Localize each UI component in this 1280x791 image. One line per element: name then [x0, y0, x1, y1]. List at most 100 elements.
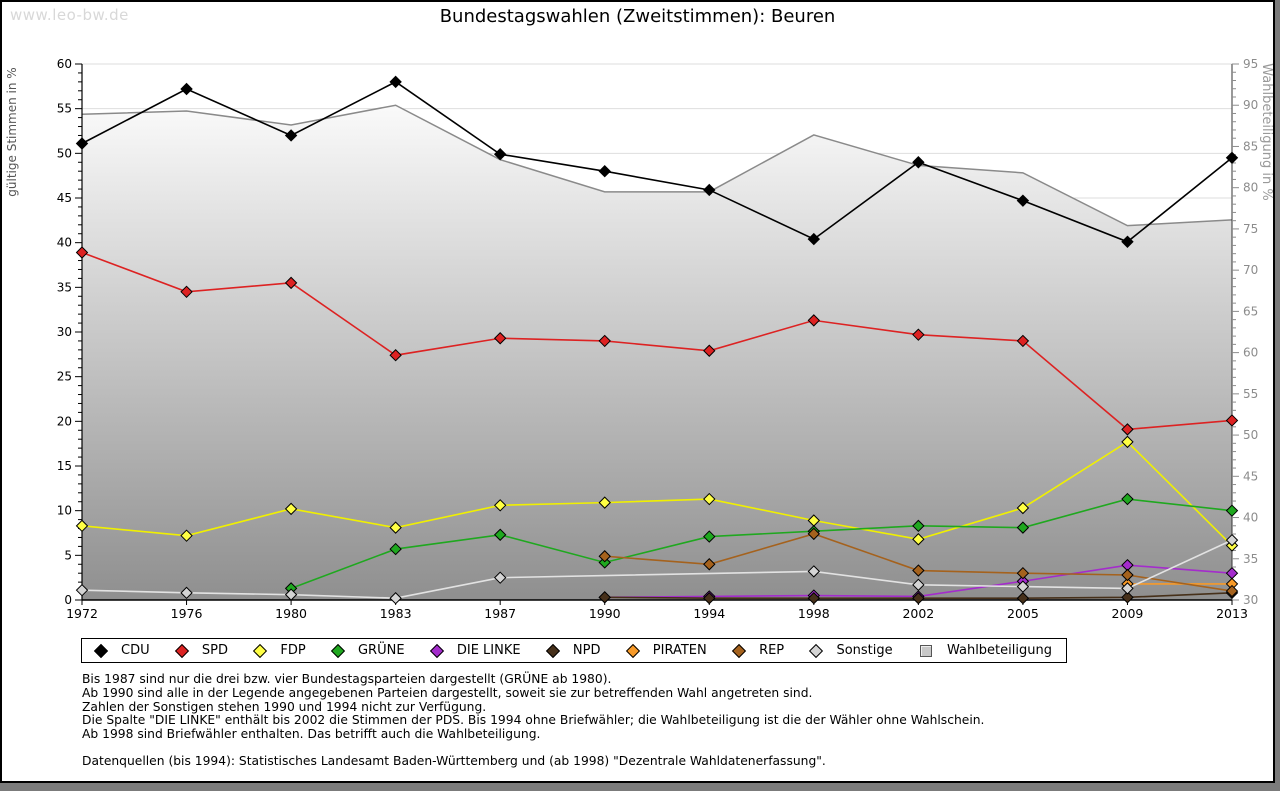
marker-npd-2009 [1121, 591, 1134, 604]
svg-text:2005: 2005 [1007, 606, 1039, 621]
marker-grüne-2005 [1016, 521, 1030, 534]
marker-npd-1994 [703, 592, 716, 605]
svg-text:50: 50 [57, 146, 72, 160]
footnotes: Bis 1987 sind nur die drei bzw. vier Bun… [82, 672, 1182, 769]
marker-fdp-2005 [1016, 501, 1030, 515]
legend-item-grüne: GRÜNE [330, 643, 405, 658]
marker-cdu-2005 [1016, 194, 1030, 207]
footnote-line-4: Die Spalte "DIE LINKE" enthält bis 2002 … [82, 713, 985, 728]
marker-rep-1994 [703, 558, 716, 571]
marker-cdu-1998 [807, 232, 821, 246]
marker-grüne-1983 [389, 542, 402, 556]
legend-item-cdu: CDU [93, 643, 150, 658]
marker-spd-2005 [1016, 334, 1030, 348]
legend-label: REP [759, 643, 785, 658]
series-line-cdu [81, 80, 1233, 243]
svg-text:1972: 1972 [66, 606, 98, 621]
marker-fdp-1976 [180, 529, 193, 542]
svg-text:25: 25 [57, 370, 72, 384]
marker-grüne-2013 [1225, 504, 1239, 517]
sonstige-diamond-icon [809, 643, 824, 658]
marker-sonstige-1983 [389, 592, 402, 605]
page-title: Bundestagswahlen (Zweitstimmen): Beuren [439, 6, 836, 27]
marker-cdu-2002 [912, 156, 925, 169]
svg-text:40: 40 [57, 236, 72, 250]
svg-text:75: 75 [1243, 222, 1258, 236]
series-line-fdp [81, 440, 1233, 547]
marker-fdp-1987 [493, 499, 507, 512]
legend-label: GRÜNE [357, 643, 405, 658]
marker-cdu-2013 [1225, 151, 1239, 165]
marker-spd-1976 [180, 285, 193, 299]
marker-sonstige-1972 [75, 583, 89, 597]
marker-rep-2005 [1016, 566, 1030, 580]
svg-text:1990: 1990 [589, 606, 621, 621]
turnout-line [81, 104, 1233, 227]
svg-text:1987: 1987 [484, 606, 516, 621]
marker-sonstige-2002 [912, 578, 925, 592]
marker-sonstige-2005 [1016, 580, 1030, 593]
marker-rep-2013 [1225, 584, 1239, 598]
series-line-grüne [290, 498, 1233, 590]
marker-npd-1990 [598, 591, 611, 604]
svg-text:90: 90 [1243, 98, 1258, 112]
legend-item-rep: REP [731, 643, 785, 658]
legend-item-fdp: FDP [253, 643, 306, 658]
svg-text:1980: 1980 [275, 606, 307, 621]
marker-grüne-1994 [703, 530, 716, 543]
series-line-sonstige [81, 539, 1233, 600]
legend-item-sonstige: Sonstige [809, 643, 893, 658]
legend-label: Wahlbeteiligung [946, 643, 1052, 658]
watermark: www.leo-bw.de [10, 6, 129, 24]
marker-grüne-2009 [1121, 492, 1134, 506]
svg-text:95: 95 [1243, 57, 1258, 71]
marker-fdp-1983 [389, 521, 402, 534]
svg-text:35: 35 [1243, 552, 1258, 566]
footnote-line-5: Ab 1998 sind Briefwähler enthalten. Das … [82, 727, 541, 742]
marker-spd-1998 [807, 314, 821, 327]
marker-sonstige-1976 [180, 586, 193, 600]
marker-grüne-2002 [912, 519, 925, 533]
marker-fdp-1990 [598, 496, 611, 509]
data-source-note: Datenquellen (bis 1994): Statistisches L… [82, 753, 826, 768]
legend-item-wahlbeteiligung: Wahlbeteiligung [919, 643, 1052, 658]
marker-rep-1998 [807, 527, 821, 541]
svg-text:1983: 1983 [380, 606, 412, 621]
svg-text:85: 85 [1243, 139, 1258, 153]
marker-sonstige-1980 [284, 588, 298, 601]
svg-text:60: 60 [1243, 346, 1258, 360]
marker-grüne-1990 [598, 556, 611, 569]
marker-npd-2005 [1016, 592, 1030, 605]
marker-cdu-1972 [75, 137, 89, 150]
marker-cdu-1994 [703, 183, 716, 197]
marker-fdp-1972 [75, 519, 89, 533]
marker-fdp-2002 [912, 533, 925, 546]
marker-cdu-1983 [389, 75, 402, 89]
chart-legend: CDU SPD FDP GRÜNE DIE LINKE NPD PIRATEN REP Sons… [81, 638, 1067, 663]
y-left-axis-label: gültige Stimmen in % [5, 67, 19, 196]
marker-spd-1994 [703, 344, 716, 357]
marker-spd-1972 [75, 246, 89, 259]
series-line-spd [81, 251, 1233, 431]
legend-label: CDU [121, 643, 150, 658]
svg-text:5: 5 [64, 548, 72, 562]
svg-text:30: 30 [57, 325, 72, 339]
svg-text:30: 30 [1243, 593, 1258, 607]
marker-grüne-1987 [493, 528, 507, 541]
marker-cdu-1990 [598, 164, 611, 178]
marker-npd-1998 [807, 592, 821, 605]
svg-text:20: 20 [57, 414, 72, 428]
fdp-diamond-icon [253, 643, 268, 658]
marker-spd-2013 [1225, 414, 1239, 427]
legend-item-piraten: PIRATEN [625, 643, 707, 658]
svg-text:45: 45 [1243, 469, 1258, 483]
marker-spd-1990 [598, 334, 611, 348]
election-chart: 0 5 10 15 20 25 30 35 40 45 50 55 60 30 35 40 45 50 55 60 65… [5, 57, 1273, 621]
svg-text:1994: 1994 [693, 606, 725, 621]
svg-text:80: 80 [1243, 181, 1258, 195]
svg-text:1976: 1976 [171, 606, 203, 621]
footnote-line-2: Ab 1990 sind alle in der Legende angegeb… [82, 685, 813, 700]
marker-sonstige-2009 [1121, 582, 1134, 595]
svg-text:60: 60 [57, 57, 72, 71]
turnout-square-icon [919, 644, 932, 657]
